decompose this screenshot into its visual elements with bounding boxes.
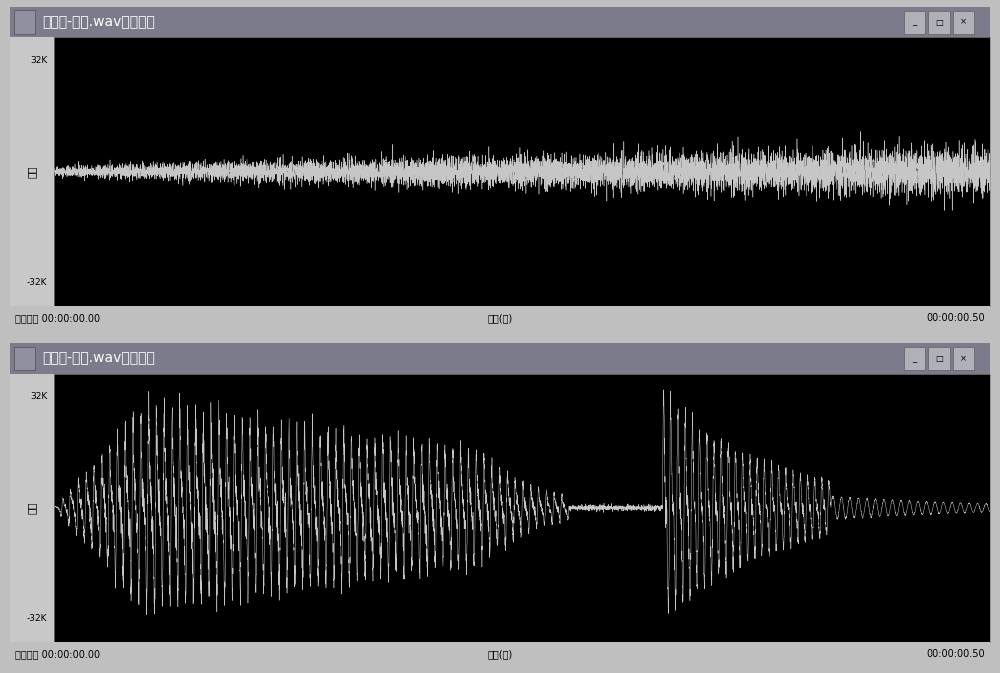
Bar [928, 11, 950, 34]
Text: _: _ [912, 354, 917, 363]
Text: 时间(秒): 时间(秒) [487, 649, 513, 659]
Bar [953, 347, 974, 370]
Text: 弹拨乐-音段.wav时域波形: 弹拨乐-音段.wav时域波形 [42, 351, 155, 365]
Text: 00:00:00.50: 00:00:00.50 [926, 313, 985, 323]
Text: 时间范围 00:00:00.00: 时间范围 00:00:00.00 [15, 313, 100, 323]
Text: -32K: -32K [27, 614, 47, 623]
Text: □: □ [935, 354, 943, 363]
Bar [953, 11, 974, 34]
Text: 32K: 32K [30, 57, 47, 65]
Text: 32K: 32K [30, 392, 47, 402]
Bar [14, 347, 35, 370]
Bar [904, 347, 925, 370]
Text: _: _ [912, 17, 917, 27]
Text: 时间(秒): 时间(秒) [487, 313, 513, 323]
Text: ×: × [960, 354, 967, 363]
Text: 时间范围 00:00:00.00: 时间范围 00:00:00.00 [15, 649, 100, 659]
Bar [14, 10, 35, 34]
Text: 幅度: 幅度 [27, 501, 37, 514]
Text: ×: × [960, 17, 967, 27]
Text: -32K: -32K [27, 278, 47, 287]
Text: □: □ [935, 17, 943, 27]
Bar [928, 347, 950, 370]
Text: 英文音-音段.wav时域波形: 英文音-音段.wav时域波形 [42, 15, 155, 29]
Text: 幅度: 幅度 [27, 166, 37, 178]
Bar [904, 11, 925, 34]
Text: 00:00:00.50: 00:00:00.50 [926, 649, 985, 659]
